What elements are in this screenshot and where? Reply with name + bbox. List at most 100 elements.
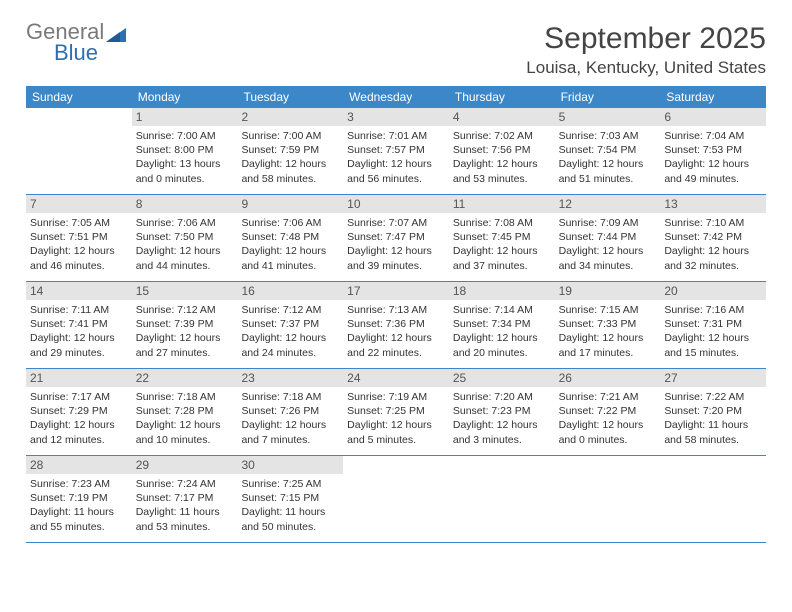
- daylight-line: Daylight: 12 hours and 22 minutes.: [347, 331, 445, 359]
- day-number: 5: [555, 108, 661, 126]
- day-detail: Sunrise: 7:03 AMSunset: 7:54 PMDaylight:…: [559, 129, 657, 186]
- day-detail: Sunrise: 7:00 AMSunset: 7:59 PMDaylight:…: [241, 129, 339, 186]
- sunset-line: Sunset: 7:26 PM: [241, 404, 339, 418]
- sunrise-line: Sunrise: 7:18 AM: [241, 390, 339, 404]
- calendar-cell: [26, 108, 132, 194]
- triangle-icon: [106, 26, 128, 49]
- sunset-line: Sunset: 7:48 PM: [241, 230, 339, 244]
- daylight-line: Daylight: 12 hours and 56 minutes.: [347, 157, 445, 185]
- logo-text: General Blue: [26, 22, 104, 64]
- sunset-line: Sunset: 7:47 PM: [347, 230, 445, 244]
- day-detail: Sunrise: 7:02 AMSunset: 7:56 PMDaylight:…: [453, 129, 551, 186]
- sunrise-line: Sunrise: 7:00 AM: [136, 129, 234, 143]
- day-detail: Sunrise: 7:08 AMSunset: 7:45 PMDaylight:…: [453, 216, 551, 273]
- week-row: 28Sunrise: 7:23 AMSunset: 7:19 PMDayligh…: [26, 456, 766, 543]
- header: General Blue September 2025 Louisa, Kent…: [26, 22, 766, 78]
- daylight-line: Daylight: 12 hours and 53 minutes.: [453, 157, 551, 185]
- sunset-line: Sunset: 7:31 PM: [664, 317, 762, 331]
- day-detail: Sunrise: 7:00 AMSunset: 8:00 PMDaylight:…: [136, 129, 234, 186]
- day-header: Saturday: [660, 86, 766, 108]
- sunrise-line: Sunrise: 7:02 AM: [453, 129, 551, 143]
- calendar-cell: 20Sunrise: 7:16 AMSunset: 7:31 PMDayligh…: [660, 282, 766, 368]
- sunrise-line: Sunrise: 7:17 AM: [30, 390, 128, 404]
- day-detail: Sunrise: 7:01 AMSunset: 7:57 PMDaylight:…: [347, 129, 445, 186]
- calendar-cell: 7Sunrise: 7:05 AMSunset: 7:51 PMDaylight…: [26, 195, 132, 281]
- sunrise-line: Sunrise: 7:19 AM: [347, 390, 445, 404]
- daylight-line: Daylight: 12 hours and 12 minutes.: [30, 418, 128, 446]
- day-number: 1: [132, 108, 238, 126]
- daylight-line: Daylight: 13 hours and 0 minutes.: [136, 157, 234, 185]
- calendar: SundayMondayTuesdayWednesdayThursdayFrid…: [26, 86, 766, 543]
- sunset-line: Sunset: 7:17 PM: [136, 491, 234, 505]
- day-number: 14: [26, 282, 132, 300]
- calendar-cell: [660, 456, 766, 542]
- calendar-cell: 2Sunrise: 7:00 AMSunset: 7:59 PMDaylight…: [237, 108, 343, 194]
- sunset-line: Sunset: 7:25 PM: [347, 404, 445, 418]
- day-detail: Sunrise: 7:05 AMSunset: 7:51 PMDaylight:…: [30, 216, 128, 273]
- calendar-cell: 6Sunrise: 7:04 AMSunset: 7:53 PMDaylight…: [660, 108, 766, 194]
- logo: General Blue: [26, 22, 128, 64]
- daylight-line: Daylight: 12 hours and 46 minutes.: [30, 244, 128, 272]
- day-number: 21: [26, 369, 132, 387]
- sunrise-line: Sunrise: 7:07 AM: [347, 216, 445, 230]
- day-number: 24: [343, 369, 449, 387]
- daylight-line: Daylight: 12 hours and 58 minutes.: [241, 157, 339, 185]
- calendar-cell: 16Sunrise: 7:12 AMSunset: 7:37 PMDayligh…: [237, 282, 343, 368]
- daylight-line: Daylight: 11 hours and 58 minutes.: [664, 418, 762, 446]
- daylight-line: Daylight: 12 hours and 20 minutes.: [453, 331, 551, 359]
- day-number: 22: [132, 369, 238, 387]
- day-detail: Sunrise: 7:14 AMSunset: 7:34 PMDaylight:…: [453, 303, 551, 360]
- sunrise-line: Sunrise: 7:12 AM: [136, 303, 234, 317]
- sunset-line: Sunset: 7:34 PM: [453, 317, 551, 331]
- daylight-line: Daylight: 12 hours and 0 minutes.: [559, 418, 657, 446]
- day-detail: Sunrise: 7:23 AMSunset: 7:19 PMDaylight:…: [30, 477, 128, 534]
- month-title: September 2025: [526, 22, 766, 56]
- sunset-line: Sunset: 7:44 PM: [559, 230, 657, 244]
- calendar-cell: [343, 456, 449, 542]
- calendar-cell: 5 Sunrise: 7:03 AMSunset: 7:54 PMDaylight…: [555, 108, 661, 194]
- day-number: 9: [237, 195, 343, 213]
- location-subtitle: Louisa, Kentucky, United States: [526, 58, 766, 78]
- day-detail: Sunrise: 7:24 AMSunset: 7:17 PMDaylight:…: [136, 477, 234, 534]
- sunrise-line: Sunrise: 7:00 AM: [241, 129, 339, 143]
- daylight-line: Daylight: 11 hours and 53 minutes.: [136, 505, 234, 533]
- sunset-line: Sunset: 7:57 PM: [347, 143, 445, 157]
- calendar-cell: 1 Sunrise: 7:00 AMSunset: 8:00 PMDaylight…: [132, 108, 238, 194]
- sunrise-line: Sunrise: 7:01 AM: [347, 129, 445, 143]
- week-row: 1 Sunrise: 7:00 AMSunset: 8:00 PMDaylight…: [26, 108, 766, 195]
- sunset-line: Sunset: 7:54 PM: [559, 143, 657, 157]
- sunset-line: Sunset: 7:56 PM: [453, 143, 551, 157]
- day-number: 8: [132, 195, 238, 213]
- week-row: 7Sunrise: 7:05 AMSunset: 7:51 PMDaylight…: [26, 195, 766, 282]
- calendar-cell: 28Sunrise: 7:23 AMSunset: 7:19 PMDayligh…: [26, 456, 132, 542]
- day-number: 26: [555, 369, 661, 387]
- day-number: 25: [449, 369, 555, 387]
- day-header: Monday: [132, 86, 238, 108]
- day-detail: Sunrise: 7:04 AMSunset: 7:53 PMDaylight:…: [664, 129, 762, 186]
- calendar-cell: 14Sunrise: 7:11 AMSunset: 7:41 PMDayligh…: [26, 282, 132, 368]
- calendar-cell: 4Sunrise: 7:02 AMSunset: 7:56 PMDaylight…: [449, 108, 555, 194]
- weeks-container: 1 Sunrise: 7:00 AMSunset: 8:00 PMDaylight…: [26, 108, 766, 543]
- day-number: 27: [660, 369, 766, 387]
- sunrise-line: Sunrise: 7:06 AM: [241, 216, 339, 230]
- page: General Blue September 2025 Louisa, Kent…: [0, 0, 792, 543]
- day-number: 18: [449, 282, 555, 300]
- day-detail: Sunrise: 7:06 AMSunset: 7:50 PMDaylight:…: [136, 216, 234, 273]
- daylight-line: Daylight: 12 hours and 44 minutes.: [136, 244, 234, 272]
- day-number: 19: [555, 282, 661, 300]
- day-header-row: SundayMondayTuesdayWednesdayThursdayFrid…: [26, 86, 766, 108]
- daylight-line: Daylight: 12 hours and 17 minutes.: [559, 331, 657, 359]
- daylight-line: Daylight: 12 hours and 32 minutes.: [664, 244, 762, 272]
- calendar-cell: 26Sunrise: 7:21 AMSunset: 7:22 PMDayligh…: [555, 369, 661, 455]
- daylight-line: Daylight: 11 hours and 55 minutes.: [30, 505, 128, 533]
- daylight-line: Daylight: 12 hours and 10 minutes.: [136, 418, 234, 446]
- sunset-line: Sunset: 7:42 PM: [664, 230, 762, 244]
- day-detail: Sunrise: 7:20 AMSunset: 7:23 PMDaylight:…: [453, 390, 551, 447]
- day-number: 3: [343, 108, 449, 126]
- sunrise-line: Sunrise: 7:21 AM: [559, 390, 657, 404]
- calendar-cell: 22Sunrise: 7:18 AMSunset: 7:28 PMDayligh…: [132, 369, 238, 455]
- sunrise-line: Sunrise: 7:03 AM: [559, 129, 657, 143]
- daylight-line: Daylight: 12 hours and 3 minutes.: [453, 418, 551, 446]
- day-detail: Sunrise: 7:19 AMSunset: 7:25 PMDaylight:…: [347, 390, 445, 447]
- sunrise-line: Sunrise: 7:13 AM: [347, 303, 445, 317]
